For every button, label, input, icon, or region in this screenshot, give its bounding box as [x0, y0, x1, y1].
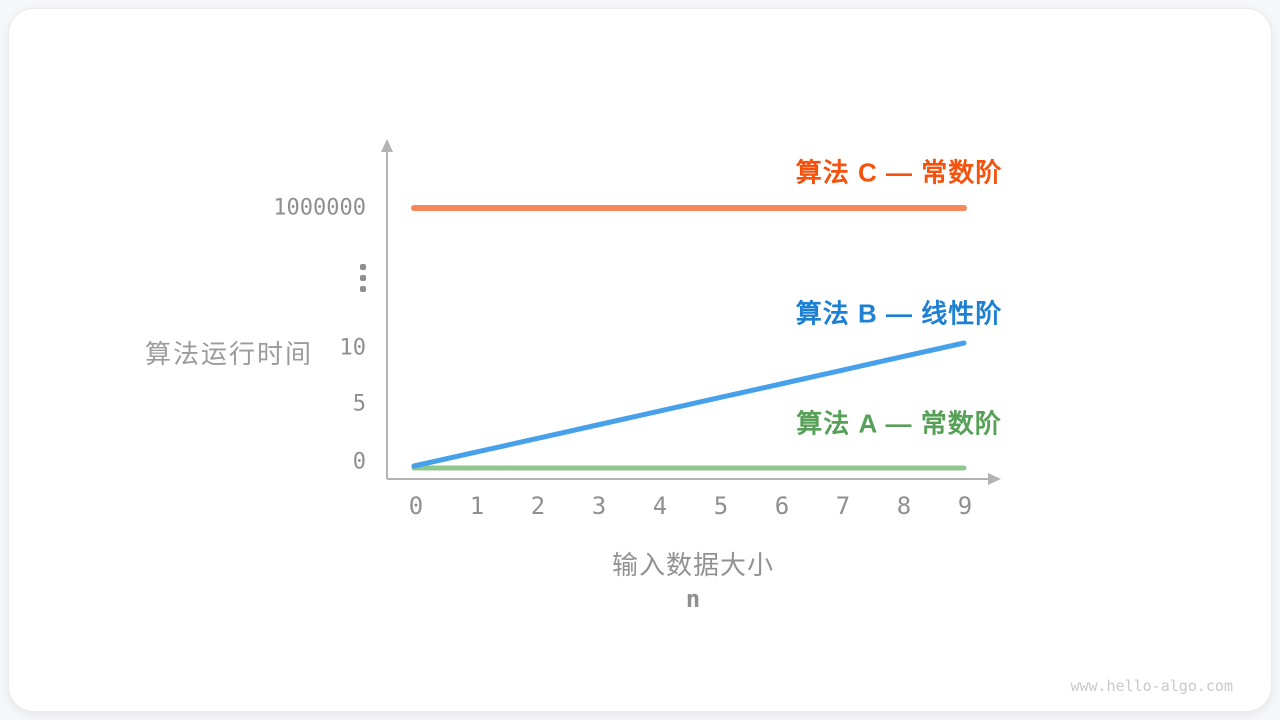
x-tick-label: 1: [469, 492, 485, 520]
x-tick-label: 3: [591, 492, 607, 520]
line-chart-canvas: [381, 139, 1001, 485]
x-tick-label: 8: [896, 492, 912, 520]
x-axis-title-variable: n: [685, 585, 701, 613]
x-tick-label: 2: [530, 492, 546, 520]
x-axis-arrow-icon: [988, 473, 1001, 485]
y-tick-label: 1000000: [273, 195, 366, 221]
x-tick-label: 5: [713, 492, 729, 520]
y-axis-arrow-icon: [381, 139, 393, 152]
x-tick-label: 7: [835, 492, 851, 520]
y-tick-label: 5: [352, 391, 366, 417]
x-axis-title: 输入数据大小: [611, 550, 774, 580]
y-tick-label: 0: [352, 449, 366, 475]
watermark-url: www.hello-algo.com: [1070, 677, 1233, 695]
x-tick-label: 4: [652, 492, 668, 520]
axis-break-ellipsis-icon: [360, 264, 366, 292]
series-line-linear-1: [411, 340, 967, 469]
y-axis-title: 算法运行时间: [144, 339, 313, 369]
figure-card: 算法运行时间 0 5 10 1000000 0 1 2 3 4 5 6 7 8 9 算法 A — 常数阶…: [8, 8, 1272, 712]
y-tick-label: [236, 264, 366, 292]
x-tick-label: 6: [774, 492, 790, 520]
x-tick-label: 9: [957, 492, 973, 520]
series-label-1: 算法 B — 线性阶: [795, 298, 1003, 329]
series-label-0: 算法 A — 常数阶: [796, 408, 1002, 439]
series-label-2: 算法 C — 常数阶: [795, 157, 1003, 188]
y-tick-label: 10: [339, 335, 367, 361]
x-tick-label: 0: [408, 492, 424, 520]
